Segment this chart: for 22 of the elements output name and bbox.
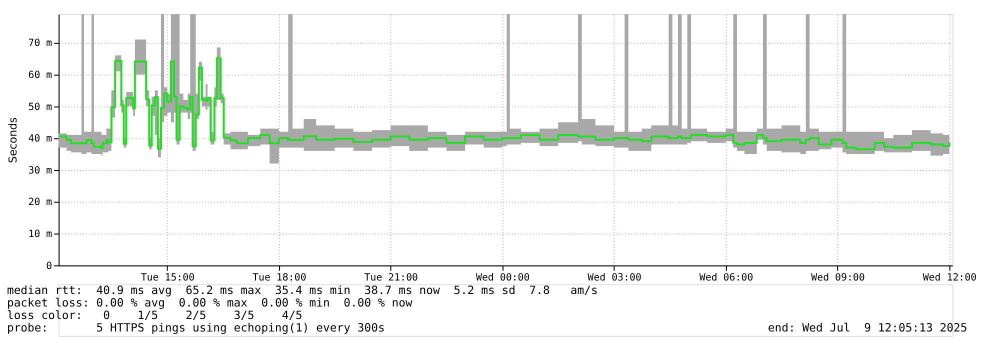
text: probe: 5 HTTPS pings using echoping(1) every 300s <box>6 320 385 334</box>
y-axis-title: Seconds <box>6 116 20 164</box>
x-tick-label: Wed 06:00 <box>699 272 754 284</box>
y-tick-label: 30 m <box>28 165 52 176</box>
x-tick-label: Tue 21:00 <box>364 272 418 284</box>
x-tick-label: Wed 09:00 <box>811 272 865 284</box>
text: loss color: 0 1/5 2/5 3/5 4/5 <box>6 308 302 322</box>
text: end: Wed Jul 9 12:05:13 2025 <box>768 320 968 334</box>
x-tick-label: Tue 18:00 <box>252 272 306 284</box>
y-tick-label: 0 <box>46 260 52 272</box>
x-tick-label: Wed 00:00 <box>476 272 530 284</box>
x-tick-label: Wed 12:00 <box>922 272 977 284</box>
y-tick-label: 10 m <box>28 228 52 240</box>
x-tick-label: Tue 15:00 <box>140 272 195 284</box>
text: median rtt: 40.9 ms avg 65.2 ms max 35.4 ms min 38.7 ms now 5.2 ms sd 7.8 am/s <box>6 283 598 298</box>
y-tick-label: 20 m <box>28 197 52 208</box>
y-tick-label: 50 m <box>28 102 52 113</box>
y-tick-label: 40 m <box>28 134 52 145</box>
y-tick-label: 60 m <box>28 70 52 81</box>
y-tick-label: 70 m <box>28 38 52 50</box>
text: packet loss: 0.00 % avg 0.00 % max 0.00 % min 0.00 % now <box>6 296 412 310</box>
x-tick-label: Wed 03:00 <box>588 272 642 284</box>
